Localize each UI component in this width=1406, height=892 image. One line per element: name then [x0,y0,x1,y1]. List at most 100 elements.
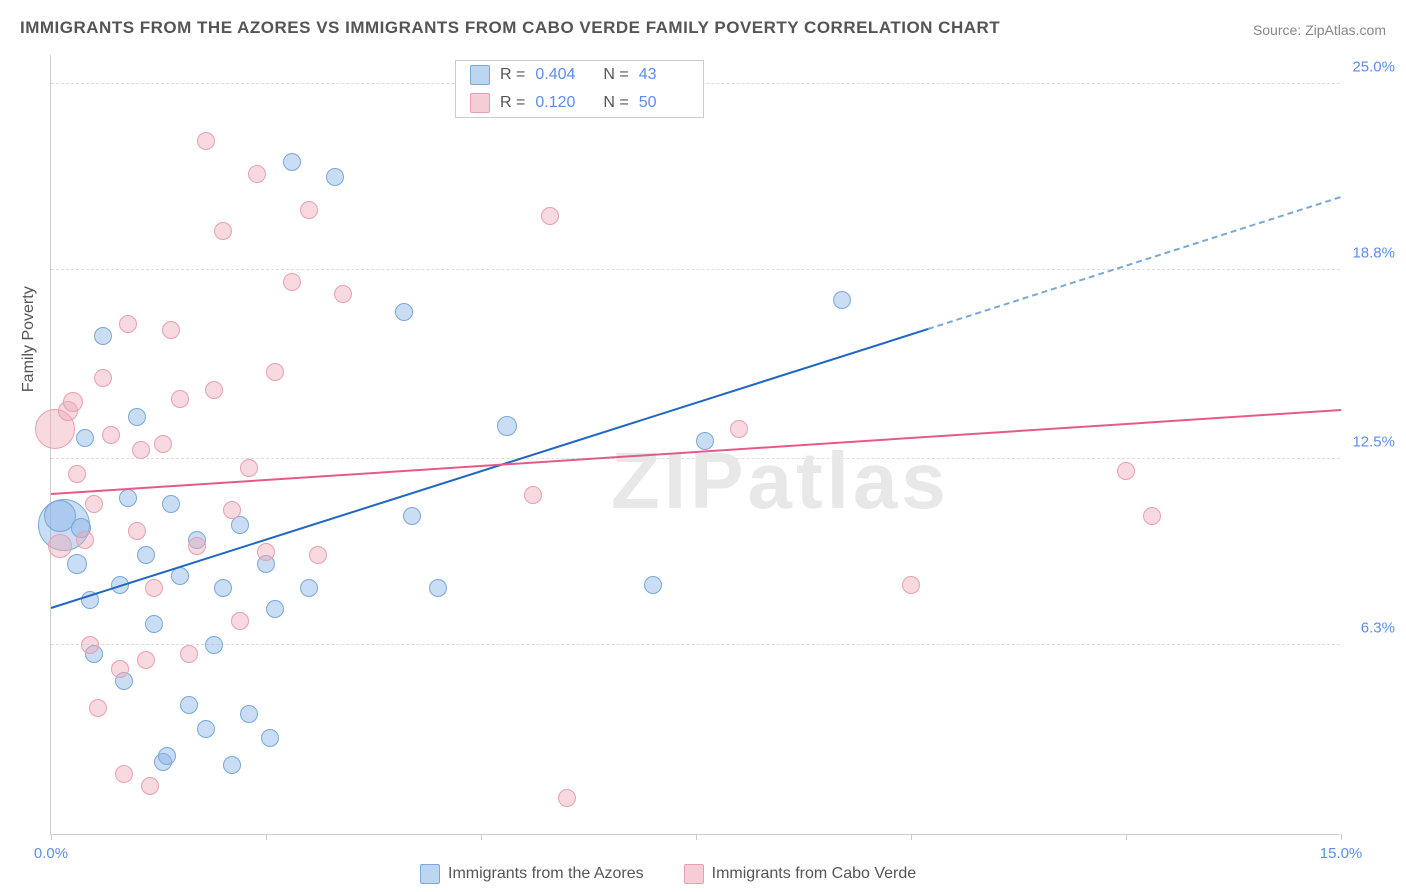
scatter-point [162,321,180,339]
scatter-point [558,789,576,807]
legend-n-value: 50 [639,94,689,112]
scatter-point [137,546,155,564]
scatter-point [154,435,172,453]
x-tick [696,834,697,840]
scatter-point [214,222,232,240]
scatter-point [283,273,301,291]
x-tick [911,834,912,840]
scatter-point [223,501,241,519]
watermark: ZIPatlas [611,435,950,527]
legend-r-value: 0.120 [535,94,585,112]
y-tick-label: 12.5% [1352,434,1395,451]
legend-r-label: R = [500,94,525,112]
scatter-point [524,486,542,504]
scatter-point [85,495,103,513]
scatter-point [231,612,249,630]
legend-n-label: N = [603,66,628,84]
y-tick-label: 25.0% [1352,59,1395,76]
scatter-point [76,531,94,549]
scatter-point [63,392,83,412]
scatter-point [644,576,662,594]
scatter-point [266,363,284,381]
legend-series-item: Immigrants from the Azores [420,864,644,884]
legend-series-label: Immigrants from the Azores [448,865,644,883]
x-tick [266,834,267,840]
scatter-point [497,416,517,436]
legend-series: Immigrants from the Azores Immigrants fro… [420,864,916,884]
scatter-point [223,756,241,774]
scatter-point [94,327,112,345]
scatter-point [158,747,176,765]
x-tick [481,834,482,840]
scatter-point [180,645,198,663]
scatter-point [696,432,714,450]
x-tick [1341,834,1342,840]
legend-swatch [470,65,490,85]
scatter-point [309,546,327,564]
scatter-point [111,660,129,678]
scatter-point [205,381,223,399]
scatter-point [132,441,150,459]
scatter-point [257,543,275,561]
scatter-point [240,705,258,723]
scatter-point [48,534,72,558]
scatter-point [902,576,920,594]
gridline [51,644,1340,645]
scatter-point [115,765,133,783]
legend-series-label: Immigrants from Cabo Verde [712,865,917,883]
scatter-point [395,303,413,321]
x-tick [1126,834,1127,840]
scatter-point [205,636,223,654]
y-tick-label: 6.3% [1361,620,1395,637]
scatter-point [214,579,232,597]
scatter-point [283,153,301,171]
scatter-point [67,554,87,574]
chart-title: IMMIGRANTS FROM THE AZORES VS IMMIGRANTS… [20,18,1000,38]
scatter-point [261,729,279,747]
scatter-point [266,600,284,618]
scatter-point [76,429,94,447]
legend-n-value: 43 [639,66,689,84]
legend-r-value: 0.404 [535,66,585,84]
legend-r-label: R = [500,66,525,84]
legend-correlation: R = 0.404 N = 43 R = 0.120 N = 50 [455,60,704,118]
legend-n-label: N = [603,94,628,112]
legend-swatch [470,93,490,113]
scatter-point [68,465,86,483]
scatter-point [81,636,99,654]
scatter-point [119,315,137,333]
scatter-point [403,507,421,525]
legend-series-item: Immigrants from Cabo Verde [684,864,917,884]
scatter-point [145,615,163,633]
scatter-point [197,132,215,150]
scatter-point [300,201,318,219]
scatter-point [128,522,146,540]
scatter-point [141,777,159,795]
scatter-point [300,579,318,597]
scatter-point [541,207,559,225]
scatter-point [334,285,352,303]
chart-container: IMMIGRANTS FROM THE AZORES VS IMMIGRANTS… [0,0,1406,892]
scatter-point [240,459,258,477]
scatter-point [429,579,447,597]
legend-swatch [420,864,440,884]
scatter-point [730,420,748,438]
plot-area: ZIPatlas 6.3%12.5%18.8%25.0%0.0%15.0% [50,55,1340,835]
scatter-point [833,291,851,309]
x-tick-label: 0.0% [34,845,68,862]
gridline [51,269,1340,270]
source-attribution: Source: ZipAtlas.com [1253,22,1386,38]
scatter-point [1117,462,1135,480]
scatter-point [89,699,107,717]
scatter-point [102,426,120,444]
scatter-point [1143,507,1161,525]
trend-line [928,196,1341,330]
scatter-point [137,651,155,669]
scatter-point [145,579,163,597]
scatter-point [162,495,180,513]
scatter-point [188,537,206,555]
legend-row: R = 0.404 N = 43 [456,61,703,89]
scatter-point [197,720,215,738]
x-tick-label: 15.0% [1320,845,1363,862]
x-tick [51,834,52,840]
